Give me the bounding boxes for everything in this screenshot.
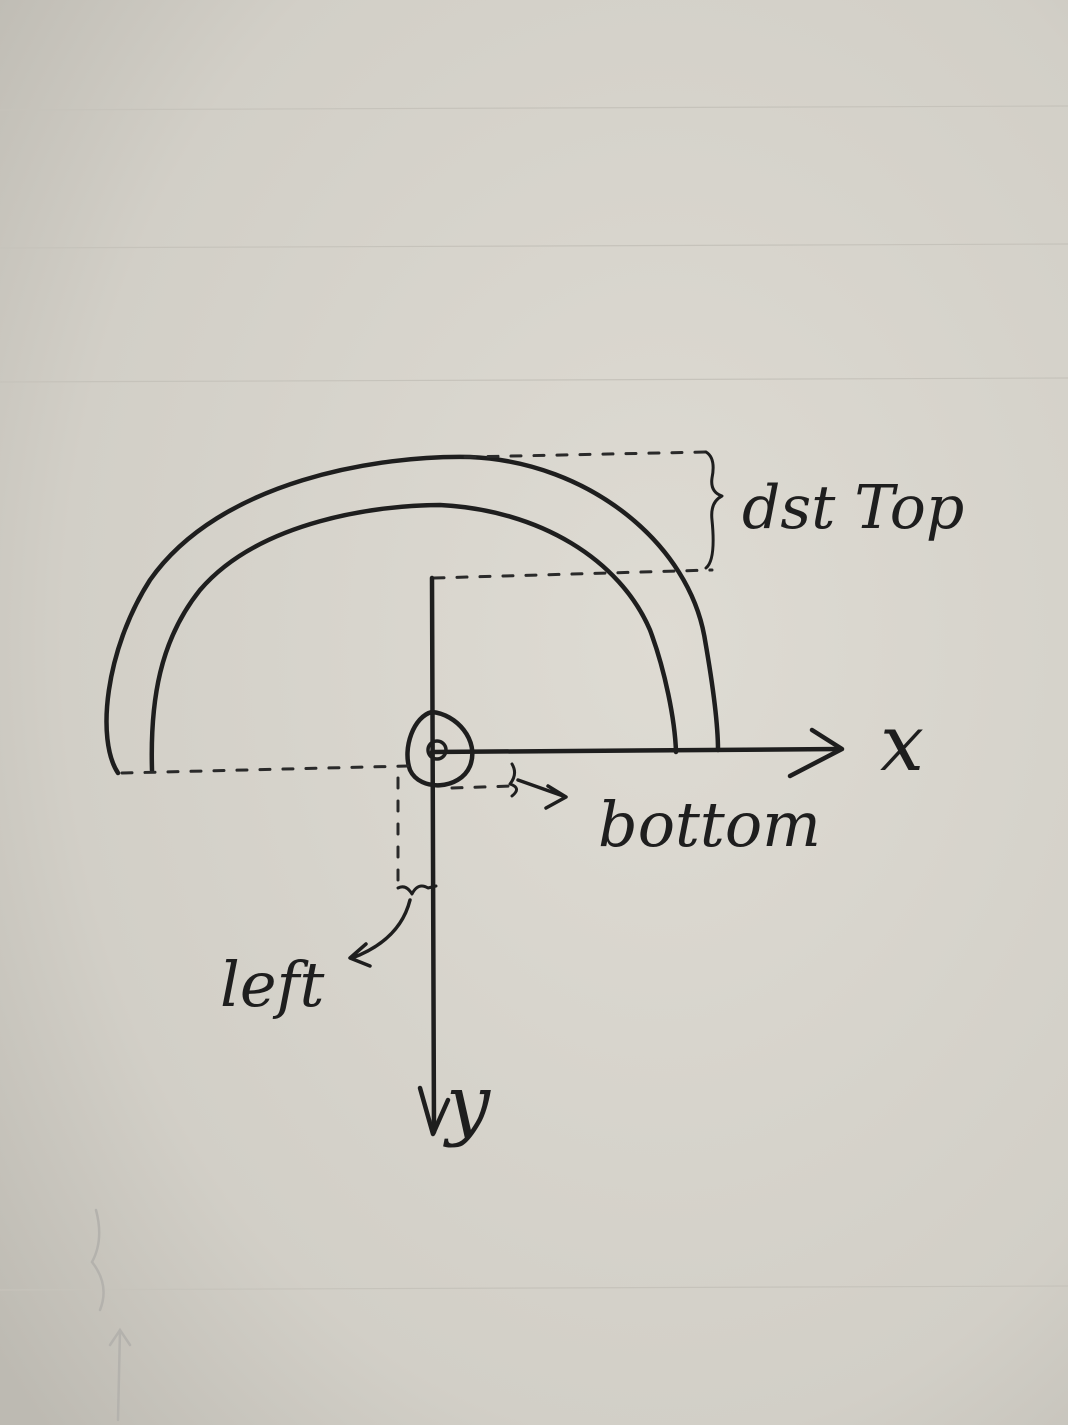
dst-top-label: dst Top	[742, 473, 964, 543]
x-axis-line	[429, 746, 843, 755]
x-axis-label: x	[880, 699, 924, 789]
y-axis-line	[429, 575, 437, 1135]
outer-arc	[104, 454, 721, 776]
dst-top-brace	[704, 450, 724, 570]
bottom-offset-brace	[508, 762, 518, 798]
left-pointer-arrow	[348, 898, 412, 968]
y-axis-label: y	[443, 1059, 491, 1149]
origin-outer-circle	[405, 709, 475, 788]
bottom-offset-dashed-line	[450, 784, 514, 790]
left-label: left	[220, 948, 324, 1021]
left-offset-brace	[396, 884, 438, 896]
x-axis-arrowhead	[787, 727, 845, 779]
dst-top-lower-dashed-line	[432, 568, 714, 580]
dst-top-upper-dashed-line	[463, 450, 707, 459]
ruled-lines	[0, 105, 1068, 1291]
inner-arc	[149, 502, 679, 773]
y-axis-arrowhead	[417, 1085, 451, 1137]
bottom-pointer-arrow	[516, 778, 568, 810]
baseline-dashed-line	[120, 764, 410, 775]
bleed-through-marks	[90, 1208, 132, 1422]
bottom-label: bottom	[598, 788, 821, 861]
origin-inner-circle	[426, 739, 448, 761]
